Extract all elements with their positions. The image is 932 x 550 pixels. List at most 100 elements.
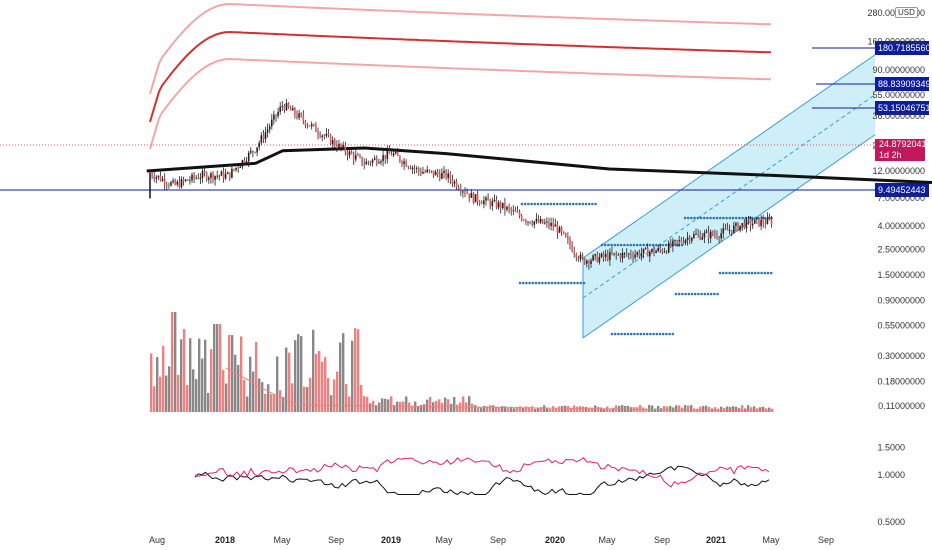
candle-body xyxy=(657,248,659,251)
candle-body xyxy=(281,106,284,107)
support-dot xyxy=(525,281,528,285)
volume-bar xyxy=(597,406,600,412)
candle-body xyxy=(560,227,563,232)
volume-bar xyxy=(189,338,192,412)
support-dot xyxy=(712,216,716,220)
candle-body xyxy=(596,254,599,262)
candle-body xyxy=(508,206,510,209)
support-dot xyxy=(693,292,697,296)
support-dot xyxy=(760,271,763,275)
support-dot xyxy=(581,202,585,206)
support-dot xyxy=(649,332,652,336)
support-dot xyxy=(639,332,643,336)
candle-body xyxy=(373,158,376,160)
volume-bar xyxy=(765,408,768,412)
candle-body xyxy=(571,245,573,252)
candle-body xyxy=(382,155,384,162)
candle-body xyxy=(413,167,416,169)
current-price-label: 24.87920410 1d 2h xyxy=(875,139,932,161)
volume-bar xyxy=(453,396,456,412)
candle-body xyxy=(418,168,420,172)
oscillator-pink-line xyxy=(194,457,770,488)
candle-body xyxy=(294,108,296,115)
candle-body xyxy=(525,220,527,223)
support-dot xyxy=(560,281,563,285)
support-dot xyxy=(731,271,735,275)
candle-body xyxy=(684,239,687,244)
candle-body xyxy=(770,219,773,225)
candle-body xyxy=(758,218,760,226)
support-dot xyxy=(718,271,722,275)
candle-body xyxy=(495,199,498,208)
candle-body xyxy=(376,158,378,164)
candle-body xyxy=(470,192,473,198)
candle-body xyxy=(722,228,725,234)
candle-body xyxy=(625,253,628,255)
horizontal-levels[interactable]: 180.71855608 88.83909349 53.15046751 9.4945… xyxy=(0,41,932,197)
candlestick-series[interactable] xyxy=(149,99,773,270)
volume-bar xyxy=(447,399,450,412)
candle-body xyxy=(609,252,611,260)
volume-bar xyxy=(462,396,465,412)
support-dot xyxy=(665,332,668,336)
volume-bar xyxy=(510,406,513,412)
volume-bar xyxy=(186,385,189,412)
volume-bars xyxy=(150,312,774,412)
volume-bar xyxy=(201,358,204,412)
regression-channel[interactable] xyxy=(582,54,876,339)
volume-bar xyxy=(732,406,735,412)
time-axis[interactable]: Aug 2018 May Sep 2019 May Sep 2020 May Sep 2021 May… xyxy=(149,535,834,545)
candle-body xyxy=(598,257,601,262)
candle-body xyxy=(394,152,397,154)
volume-bar xyxy=(477,406,480,412)
candle-body xyxy=(460,189,462,193)
support-dot xyxy=(671,332,675,336)
candle-body xyxy=(728,230,731,231)
candle-body xyxy=(166,184,168,186)
candle-body xyxy=(170,182,172,186)
candle-body xyxy=(390,153,393,156)
support-dot xyxy=(568,202,572,206)
candle-body xyxy=(296,114,298,118)
candle-body xyxy=(277,111,279,117)
support-dot xyxy=(636,332,639,336)
volume-bar xyxy=(654,408,657,412)
candle-body xyxy=(222,171,225,179)
support-dot xyxy=(623,243,626,247)
candle-body xyxy=(237,167,239,169)
candle-body xyxy=(640,253,643,257)
candle-body xyxy=(590,260,592,265)
support-dot xyxy=(617,332,620,336)
support-dot xyxy=(652,332,655,336)
candle-body xyxy=(189,180,191,182)
price-tick-label: 0.55000000 xyxy=(877,320,925,330)
volume-bar xyxy=(234,354,237,412)
volume-bar xyxy=(195,379,198,412)
volume-bar xyxy=(480,407,483,412)
candle-body xyxy=(313,124,315,125)
candle-body xyxy=(180,179,183,188)
volume-bar xyxy=(291,383,294,412)
volume-bar xyxy=(279,390,282,412)
volume-bar xyxy=(237,364,240,412)
volume-bar xyxy=(273,394,276,412)
support-dot xyxy=(620,332,623,336)
volume-bar xyxy=(219,324,222,412)
support-dot xyxy=(530,202,533,206)
support-dot xyxy=(544,281,547,285)
volume-bar xyxy=(504,406,507,412)
volume-bar xyxy=(267,384,270,412)
volume-bar xyxy=(207,392,210,412)
support-dot xyxy=(700,292,703,296)
candle-body xyxy=(667,242,670,253)
time-tick-label: Sep xyxy=(490,535,506,545)
price-tick-label: 4.00000000 xyxy=(877,221,925,231)
candle-body xyxy=(665,251,668,253)
candle-body xyxy=(315,124,317,132)
candle-body xyxy=(718,237,720,239)
candle-body xyxy=(214,175,216,180)
support-dot xyxy=(571,202,575,206)
support-dot xyxy=(565,202,569,206)
currency-unit-badge: USD xyxy=(895,7,918,18)
